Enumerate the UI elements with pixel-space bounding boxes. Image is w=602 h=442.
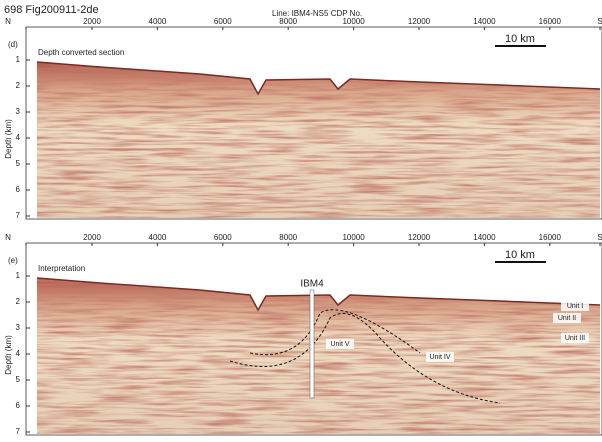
y-tick-label: 1 [16,55,21,64]
panel-label: (d) [8,40,18,49]
scale-bar-label: 10 km [505,33,535,45]
x-tick-label: S [597,17,602,26]
x-tick-label: 6000 [214,17,232,26]
x-tick-label: 4000 [149,17,167,26]
x-tick-label: N [5,233,11,242]
y-tick-label: 3 [16,323,21,332]
y-tick-label: 1 [16,271,21,280]
y-tick-label: 6 [16,185,21,194]
x-tick-label: 10000 [342,233,365,242]
y-tick-label: 4 [16,349,21,358]
x-tick-label: 16000 [539,233,562,242]
annotation-box [553,313,581,323]
x-tick-label: 10000 [342,17,365,26]
y-tick-label: 2 [16,81,21,90]
x-tick-label: S [597,233,602,242]
annotation: Unit III [565,335,585,342]
annotation: Unit II [558,315,576,322]
x-tick-label: 12000 [408,233,431,242]
y-tick-label: 2 [16,297,21,306]
annotation: Unit V [330,341,349,348]
x-tick-label: 6000 [214,233,232,242]
x-tick-label: 12000 [408,17,431,26]
figure-id: 698 Fig200911-2de [4,4,99,16]
panel-title: Interpretation [38,264,85,273]
y-tick-label: 5 [16,375,21,384]
x-tick-label: 2000 [83,233,101,242]
x-tick-label: 14000 [473,17,496,26]
frame [25,242,602,436]
x-tick-label: 4000 [149,233,167,242]
annotation: Unit I [567,303,583,310]
y-axis-label: Depth (km) [4,119,13,159]
annotation: Unit IV [429,354,450,361]
frame [25,26,602,220]
panel-label: (e) [8,256,18,265]
y-tick-label: 6 [16,401,21,410]
annotation-box [426,352,454,362]
panel: N 2000 4000 6000 8000 10000 12000 14000 16000 S 1 2… [4,233,602,436]
seafloor [36,277,601,312]
seismic-texture [37,278,600,434]
line-label: Line: IBM4-NS5 CDP No. [272,9,362,18]
x-tick-label: N [5,17,11,26]
x-tick-label: 2000 [83,17,101,26]
seismic-texture [37,62,600,218]
x-tick-label: 8000 [279,233,297,242]
annotation: IBM4 [300,279,324,290]
annotation-box [326,339,354,349]
x-tick-label: 16000 [539,17,562,26]
scale-bar-label: 10 km [505,249,535,261]
x-tick-label: 14000 [473,233,496,242]
interpretation-horizon [229,313,501,404]
y-tick-label: 7 [16,427,21,436]
y-tick-label: 4 [16,133,21,142]
panel: N 2000 4000 6000 8000 10000 12000 14000 16000 S 1 2… [4,17,602,220]
y-tick-label: 7 [16,211,21,220]
seafloor [36,61,601,96]
y-tick-label: 5 [16,159,21,168]
y-axis-label: Depth (km) [4,335,13,375]
y-tick-label: 3 [16,107,21,116]
x-tick-label: 8000 [279,17,297,26]
borehole [309,289,315,399]
annotation-box [561,333,589,343]
annotation-box [561,301,589,311]
panel-title: Depth converted section [38,48,124,57]
